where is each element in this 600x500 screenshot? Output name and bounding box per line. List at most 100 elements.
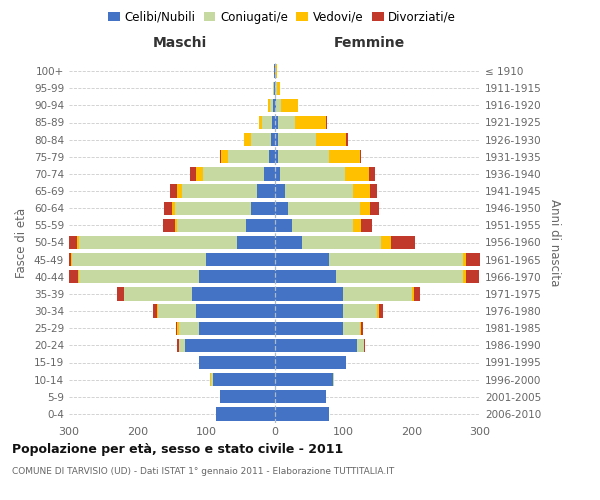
Bar <box>275 236 302 249</box>
Bar <box>275 150 278 164</box>
Bar <box>271 133 275 146</box>
Bar <box>199 322 275 335</box>
Bar <box>353 218 361 232</box>
Bar <box>276 98 281 112</box>
Bar <box>333 373 334 386</box>
Bar <box>343 287 412 300</box>
Bar <box>275 253 329 266</box>
Bar <box>343 304 377 318</box>
Bar <box>412 287 413 300</box>
Bar <box>380 236 391 249</box>
Bar <box>251 133 271 146</box>
Bar <box>329 150 360 164</box>
Bar <box>275 373 333 386</box>
Bar <box>270 98 273 112</box>
Bar <box>199 270 275 283</box>
Bar <box>361 322 363 335</box>
Bar <box>466 270 479 283</box>
Bar <box>275 390 326 404</box>
Bar <box>59 253 71 266</box>
Bar <box>228 150 269 164</box>
Text: COMUNE DI TARVISIO (UD) - Dati ISTAT 1° gennaio 2011 - Elaborazione TUTTITALIA.I: COMUNE DI TARVISIO (UD) - Dati ISTAT 1° … <box>12 468 394 476</box>
Bar <box>370 202 379 215</box>
Bar <box>53 236 77 249</box>
Bar <box>277 82 280 95</box>
Bar <box>275 82 277 95</box>
Bar <box>326 116 327 129</box>
Bar <box>278 150 329 164</box>
Bar <box>78 270 79 283</box>
Bar <box>257 184 275 198</box>
Bar <box>356 338 364 352</box>
Bar <box>364 338 365 352</box>
Bar <box>157 304 158 318</box>
Bar <box>175 218 177 232</box>
Bar <box>176 322 177 335</box>
Bar <box>172 202 175 215</box>
Bar <box>275 133 278 146</box>
Bar <box>360 150 361 164</box>
Bar <box>264 167 275 180</box>
Bar <box>79 270 199 283</box>
Bar <box>275 407 329 420</box>
Bar <box>370 184 377 198</box>
Bar <box>329 253 463 266</box>
Bar <box>216 407 275 420</box>
Bar <box>275 202 288 215</box>
Bar <box>196 304 275 318</box>
Bar <box>379 304 383 318</box>
Bar <box>302 236 380 249</box>
Bar <box>220 150 221 164</box>
Bar <box>275 338 356 352</box>
Bar <box>275 356 346 369</box>
Bar <box>466 253 484 266</box>
Bar <box>177 322 179 335</box>
Bar <box>377 304 379 318</box>
Bar <box>158 304 196 318</box>
Bar <box>273 98 275 112</box>
Bar <box>280 167 345 180</box>
Bar <box>278 116 295 129</box>
Bar <box>463 253 466 266</box>
Bar <box>262 116 272 129</box>
Bar <box>244 133 251 146</box>
Bar <box>285 184 353 198</box>
Bar <box>237 236 275 249</box>
Bar <box>316 133 346 146</box>
Bar <box>275 64 277 78</box>
Bar <box>71 253 73 266</box>
Bar <box>259 116 262 129</box>
Bar <box>391 236 415 249</box>
Bar <box>213 373 275 386</box>
Bar <box>179 338 185 352</box>
Bar <box>153 304 157 318</box>
Text: Femmine: Femmine <box>334 36 404 50</box>
Bar <box>278 133 316 146</box>
Bar <box>73 253 206 266</box>
Bar <box>272 116 275 129</box>
Bar <box>360 202 370 215</box>
Bar <box>336 270 463 283</box>
Bar <box>251 202 275 215</box>
Bar <box>345 167 369 180</box>
Bar <box>182 184 257 198</box>
Bar <box>275 98 276 112</box>
Bar <box>353 184 370 198</box>
Text: Popolazione per età, sesso e stato civile - 2011: Popolazione per età, sesso e stato civil… <box>12 442 343 456</box>
Bar <box>281 98 298 112</box>
Bar <box>360 322 361 335</box>
Bar <box>275 167 280 180</box>
Bar <box>269 150 275 164</box>
Bar <box>179 322 199 335</box>
Y-axis label: Fasce di età: Fasce di età <box>16 208 28 278</box>
Bar <box>199 356 275 369</box>
Bar <box>275 270 336 283</box>
Bar <box>275 116 278 129</box>
Bar <box>275 184 285 198</box>
Bar <box>268 98 270 112</box>
Bar <box>79 236 237 249</box>
Bar <box>177 338 179 352</box>
Bar <box>185 338 275 352</box>
Bar <box>361 218 372 232</box>
Bar <box>274 82 275 95</box>
